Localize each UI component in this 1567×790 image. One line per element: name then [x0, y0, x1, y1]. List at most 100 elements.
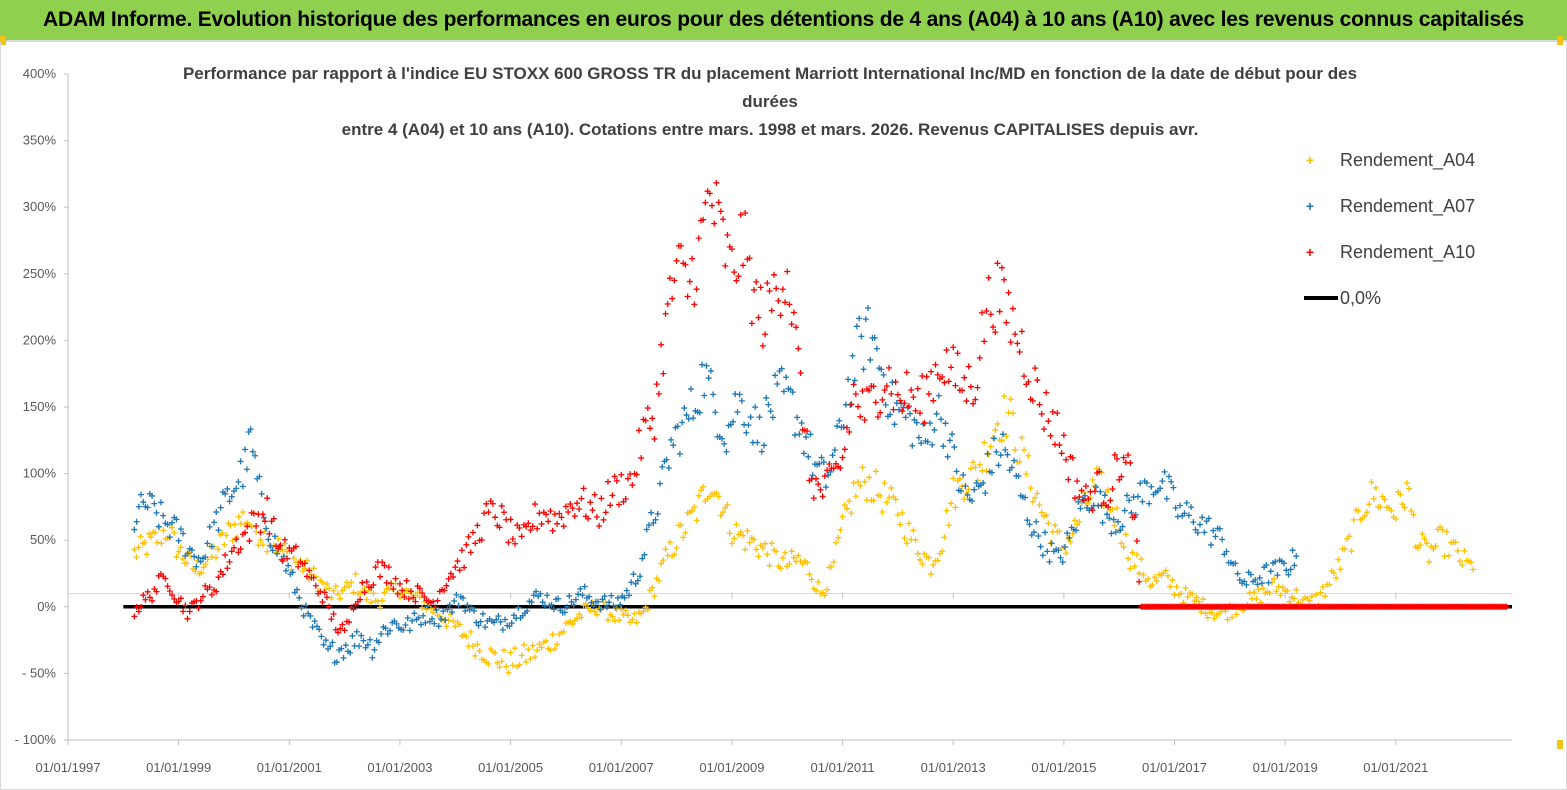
point-rendement-a04	[1410, 511, 1417, 518]
point-rendement-a10	[264, 495, 271, 502]
point-rendement-a10	[525, 520, 532, 527]
point-rendement-a07	[422, 619, 429, 626]
point-rendement-a07	[256, 473, 263, 480]
point-rendement-a04	[872, 468, 879, 475]
point-rendement-a04	[137, 533, 144, 540]
point-rendement-a07	[882, 401, 889, 408]
point-rendement-a07	[249, 448, 256, 455]
point-rendement-a07	[603, 604, 610, 611]
point-rendement-a10	[461, 564, 468, 571]
point-rendement-a04	[1255, 586, 1262, 593]
point-rendement-a10	[587, 499, 594, 506]
point-rendement-a07	[796, 431, 803, 438]
point-rendement-a04	[549, 631, 556, 638]
point-rendement-a10	[737, 211, 744, 218]
point-rendement-a10	[908, 387, 915, 394]
point-rendement-a07	[155, 523, 162, 530]
point-rendement-a07	[791, 432, 798, 439]
point-rendement-a10	[912, 407, 919, 414]
point-rendement-a07	[834, 423, 841, 430]
point-rendement-a07	[707, 367, 714, 374]
point-rendement-a04	[644, 606, 651, 613]
point-rendement-a07	[887, 411, 894, 418]
point-rendement-a04	[1131, 563, 1138, 570]
point-rendement-a07	[224, 485, 231, 492]
point-rendement-a10	[943, 347, 950, 354]
point-rendement-a10	[589, 507, 596, 514]
point-rendement-a07	[873, 345, 880, 352]
x-tick-label: 01/01/2017	[1142, 760, 1207, 775]
point-rendement-a04	[804, 559, 811, 566]
point-rendement-a10	[1082, 483, 1089, 490]
point-rendement-a04	[1341, 546, 1348, 553]
point-rendement-a10	[569, 505, 576, 512]
point-rendement-a07	[982, 489, 989, 496]
point-rendement-a10	[233, 536, 240, 543]
point-rendement-a10	[275, 545, 282, 552]
point-rendement-a07	[1223, 548, 1230, 555]
point-rendement-a04	[323, 580, 330, 587]
point-rendement-a10	[573, 500, 580, 507]
point-rendement-a10	[593, 514, 600, 521]
y-tick-label: 250%	[23, 266, 57, 281]
point-rendement-a04	[972, 464, 979, 471]
point-rendement-a10	[990, 324, 997, 331]
point-rendement-a10	[753, 278, 760, 285]
point-rendement-a10	[244, 523, 251, 530]
point-rendement-a07	[946, 437, 953, 444]
point-rendement-a10	[777, 312, 784, 319]
point-rendement-a04	[671, 551, 678, 558]
point-rendement-a04	[762, 540, 769, 547]
corner-mark	[1557, 36, 1563, 45]
point-rendement-a04	[1273, 588, 1280, 595]
point-rendement-a10	[363, 578, 370, 585]
point-rendement-a07	[829, 452, 836, 459]
point-rendement-a04	[616, 617, 623, 624]
point-rendement-a04	[145, 530, 152, 537]
point-rendement-a07	[393, 620, 400, 627]
point-rendement-a10	[228, 548, 235, 555]
point-rendement-a07	[1177, 502, 1184, 509]
point-rendement-a04	[680, 534, 687, 541]
point-rendement-a04	[662, 546, 669, 553]
point-rendement-a07	[1263, 562, 1270, 568]
point-rendement-a04	[839, 513, 846, 520]
point-rendement-a10	[1065, 476, 1072, 483]
point-rendement-a10	[790, 309, 797, 316]
point-rendement-a07	[202, 554, 209, 561]
point-rendement-a04	[419, 604, 426, 611]
point-rendement-a07	[1188, 504, 1195, 511]
point-rendement-a04	[629, 616, 636, 623]
point-rendement-a07	[495, 613, 502, 620]
point-rendement-a10	[788, 321, 795, 328]
point-rendement-a07	[997, 452, 1004, 459]
point-rendement-a10	[162, 575, 169, 582]
point-rendement-a10	[1038, 410, 1045, 417]
point-rendement-a04	[813, 587, 820, 594]
point-rendement-a10	[945, 378, 952, 385]
point-rendement-a10	[292, 543, 299, 550]
point-rendement-a10	[213, 588, 220, 595]
point-rendement-a07	[1274, 572, 1281, 579]
point-rendement-a07	[1183, 499, 1190, 506]
point-rendement-a10	[967, 383, 974, 390]
point-rendement-a04	[147, 534, 154, 541]
point-rendement-a07	[298, 604, 305, 611]
point-rendement-a04	[733, 521, 740, 528]
point-rendement-a10	[505, 539, 512, 546]
point-rendement-a04	[171, 529, 178, 536]
point-rendement-a07	[1066, 534, 1073, 541]
point-rendement-a07	[1283, 567, 1290, 574]
point-rendement-a04	[1348, 548, 1355, 555]
point-rendement-a07	[590, 603, 597, 610]
point-rendement-a04	[881, 480, 888, 487]
point-rendement-a04	[516, 661, 523, 668]
point-rendement-a10	[682, 261, 689, 268]
point-rendement-a07	[294, 586, 301, 593]
point-rendement-a04	[1319, 584, 1326, 591]
point-rendement-a07	[1135, 493, 1141, 500]
point-rendement-a07	[971, 486, 978, 493]
point-rendement-a07	[656, 480, 663, 487]
point-rendement-a07	[1243, 581, 1250, 588]
point-rendement-a04	[1125, 555, 1132, 562]
